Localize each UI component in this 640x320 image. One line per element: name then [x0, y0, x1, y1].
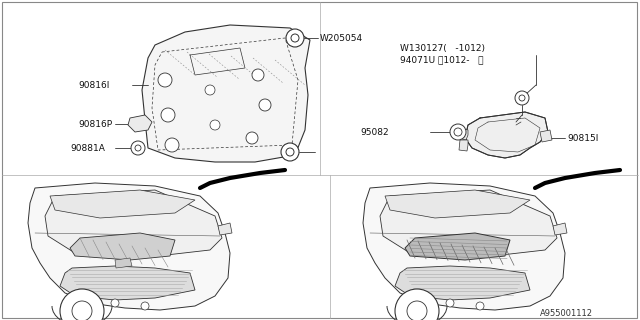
Text: 90815I: 90815I [567, 133, 598, 142]
Circle shape [111, 299, 119, 307]
Polygon shape [28, 183, 230, 310]
Polygon shape [218, 223, 232, 235]
Circle shape [252, 69, 264, 81]
Circle shape [291, 34, 299, 42]
Polygon shape [363, 183, 565, 310]
Circle shape [515, 91, 529, 105]
Text: 90881A: 90881A [70, 143, 105, 153]
Circle shape [450, 124, 466, 140]
Circle shape [246, 132, 258, 144]
Text: A955001112: A955001112 [540, 308, 593, 317]
Circle shape [395, 289, 439, 320]
Polygon shape [459, 140, 468, 151]
Polygon shape [540, 130, 552, 142]
Circle shape [60, 289, 104, 320]
Circle shape [165, 138, 179, 152]
Circle shape [407, 301, 427, 320]
Text: W205054: W205054 [320, 34, 363, 43]
Circle shape [446, 299, 454, 307]
Circle shape [72, 301, 92, 320]
Polygon shape [60, 266, 195, 300]
Circle shape [454, 128, 462, 136]
Circle shape [519, 95, 525, 101]
Circle shape [476, 302, 484, 310]
Polygon shape [405, 233, 510, 260]
Circle shape [210, 120, 220, 130]
Polygon shape [142, 25, 310, 162]
Polygon shape [128, 115, 152, 132]
Text: 95082: 95082 [360, 127, 388, 137]
Polygon shape [50, 190, 195, 218]
Polygon shape [70, 233, 175, 260]
Circle shape [141, 302, 149, 310]
Polygon shape [465, 112, 548, 158]
Circle shape [281, 143, 299, 161]
Polygon shape [115, 258, 132, 268]
Polygon shape [395, 266, 530, 300]
Text: 94071U 〈1012-   〉: 94071U 〈1012- 〉 [400, 55, 483, 65]
Circle shape [158, 73, 172, 87]
Circle shape [259, 99, 271, 111]
Text: W130127(   -1012): W130127( -1012) [400, 44, 485, 52]
Polygon shape [45, 190, 222, 258]
Polygon shape [458, 128, 468, 140]
Polygon shape [553, 223, 567, 235]
Circle shape [135, 145, 141, 151]
Circle shape [286, 148, 294, 156]
Circle shape [286, 29, 304, 47]
Circle shape [131, 141, 145, 155]
Polygon shape [385, 190, 530, 218]
Circle shape [205, 85, 215, 95]
Text: 90816I: 90816I [78, 81, 109, 90]
Text: 90816P: 90816P [78, 119, 112, 129]
Circle shape [161, 108, 175, 122]
Polygon shape [380, 190, 557, 258]
